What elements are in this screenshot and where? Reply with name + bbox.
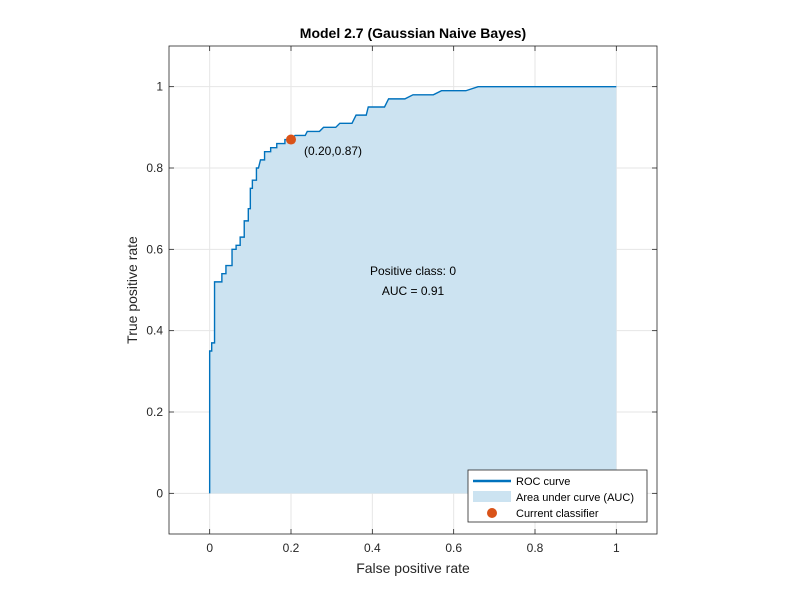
x-tick-label-5: 1 [613,541,620,555]
current-classifier-group [286,134,296,145]
legend-roc-label: ROC curve [516,476,570,488]
x-tick-label-2: 0.4 [364,541,381,555]
roc-curve-group [208,85,617,494]
x-axis-label: False positive rate [356,560,470,576]
current-classifier-marker [286,134,296,145]
y-axis-label: True positive rate [124,236,140,344]
x-tick-label-4: 0.8 [527,541,544,555]
point-label: (0.20,0.87) [304,144,362,158]
legend: ROC curve Area under curve (AUC) Current… [467,469,648,523]
x-tick-label-3: 0.6 [445,541,462,555]
y-tick-label-3: 0.6 [146,242,163,256]
legend-marker-swatch [487,508,497,518]
y-tick-label-4: 0.8 [146,161,163,175]
positive-class-label: Positive class: 0 [370,264,456,278]
chart-title: Model 2.7 (Gaussian Naive Bayes) [300,25,526,41]
legend-auc-swatch [473,491,511,502]
legend-auc-label: Area under curve (AUC) [516,492,634,504]
auc-area [209,86,617,494]
tick-labels: 0 0.2 0.4 0.6 0.8 1 0 0.2 0.4 0.6 0.8 1 [146,80,620,555]
y-tick-label-1: 0.2 [146,405,163,419]
y-tick-label-5: 1 [156,80,163,94]
legend-marker-label: Current classifier [516,508,599,520]
x-tick-label-0: 0 [206,541,213,555]
y-tick-label-2: 0.4 [146,324,163,338]
axes-box [168,45,658,535]
y-tick-label-0: 0 [156,486,163,500]
x-tick-label-1: 0.2 [283,541,300,555]
axes-frame [168,45,658,535]
auc-area-group [209,86,617,494]
roc-curve-line [208,85,617,494]
auc-label: AUC = 0.91 [382,284,445,298]
